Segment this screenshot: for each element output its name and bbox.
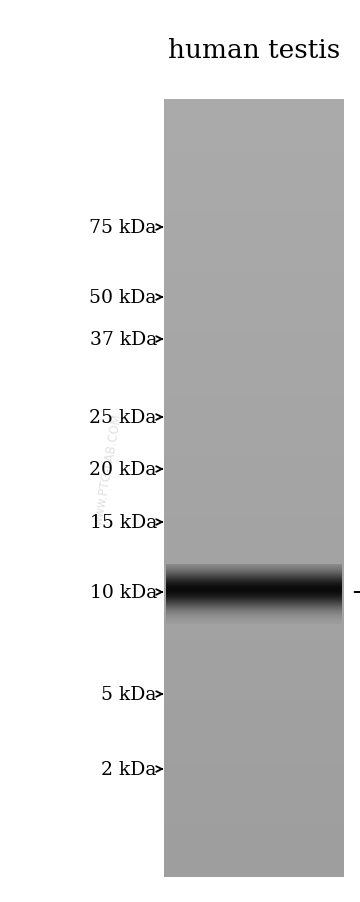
Text: 50 kDa: 50 kDa xyxy=(89,289,157,307)
Text: 75 kDa: 75 kDa xyxy=(89,219,157,236)
Text: 5 kDa: 5 kDa xyxy=(102,686,157,704)
Text: human testis: human testis xyxy=(168,38,340,62)
Text: 10 kDa: 10 kDa xyxy=(90,584,157,602)
Text: 37 kDa: 37 kDa xyxy=(90,331,157,348)
Text: 2 kDa: 2 kDa xyxy=(102,760,157,778)
Text: 15 kDa: 15 kDa xyxy=(90,513,157,531)
Text: www.PTG-LAB.COM: www.PTG-LAB.COM xyxy=(92,412,124,526)
Text: 20 kDa: 20 kDa xyxy=(89,461,157,478)
Text: 25 kDa: 25 kDa xyxy=(89,409,157,427)
